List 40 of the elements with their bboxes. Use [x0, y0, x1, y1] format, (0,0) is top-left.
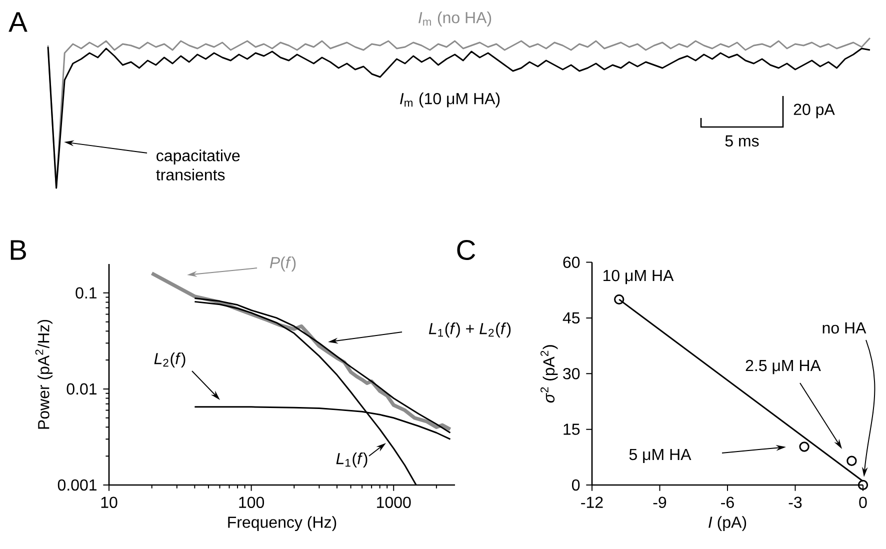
chart-title: A [8, 12, 28, 32]
x-axis-title: I (pA) [708, 516, 746, 532]
point [799, 442, 810, 452]
x-axis-title: Frequency (Hz) [228, 516, 336, 532]
annotation: capacitative transients [156, 150, 240, 180]
y-tick-label: 0.1 [76, 287, 97, 299]
y-tick-label: 0.001 [58, 479, 96, 491]
annotation: 2.5 μM HA [746, 360, 821, 374]
text: L$_{2}$(f) [154, 352, 186, 368]
y-axis-title: Power (pA$^{2}$/Hz) [35, 320, 52, 429]
x-tick-label: 100 [239, 496, 264, 508]
y-tick-label: 15 [564, 424, 580, 435]
y-tick-label: 30 [563, 368, 580, 380]
point [858, 480, 868, 490]
x-tick-label: -3 [788, 496, 802, 508]
x-tick-label: 1000 [377, 496, 411, 508]
y-tick-label: 0 [572, 479, 580, 491]
series-label: I$_{m}$ (no HA) [418, 12, 492, 26]
y-tick-label: 45 [562, 312, 580, 324]
chart-title: B [10, 240, 26, 260]
annotation: 20 pA [794, 104, 835, 118]
annotation: 10 μM HA [604, 270, 674, 284]
series-label: I$_{m}$ (10 μM HA) [400, 92, 500, 108]
series-label: L$_{1}$(f) [336, 452, 368, 468]
chart-title: C [457, 240, 476, 260]
x-tick-label: -9 [653, 496, 666, 508]
x-tick-label: -6 [721, 496, 734, 508]
annotation: 5 μM HA [629, 448, 692, 464]
legend-label: P(f) [270, 256, 296, 272]
y-tick-label: 0.01 [66, 383, 97, 395]
text: L$_{1}$(f) + L$_{2}$(f) [428, 322, 511, 338]
point [846, 456, 857, 466]
y-axis-title: σ$^{2}$ (pA$^{2}$) [540, 345, 558, 403]
point [614, 294, 624, 304]
x-tick-label: 0 [859, 496, 867, 508]
y-tick-label: 60 [563, 256, 580, 268]
annotation: 5 ms [725, 135, 759, 147]
x-tick-label: 10 [101, 496, 118, 508]
annotation: no HA [822, 322, 866, 334]
x-tick-label: -12 [581, 496, 603, 508]
